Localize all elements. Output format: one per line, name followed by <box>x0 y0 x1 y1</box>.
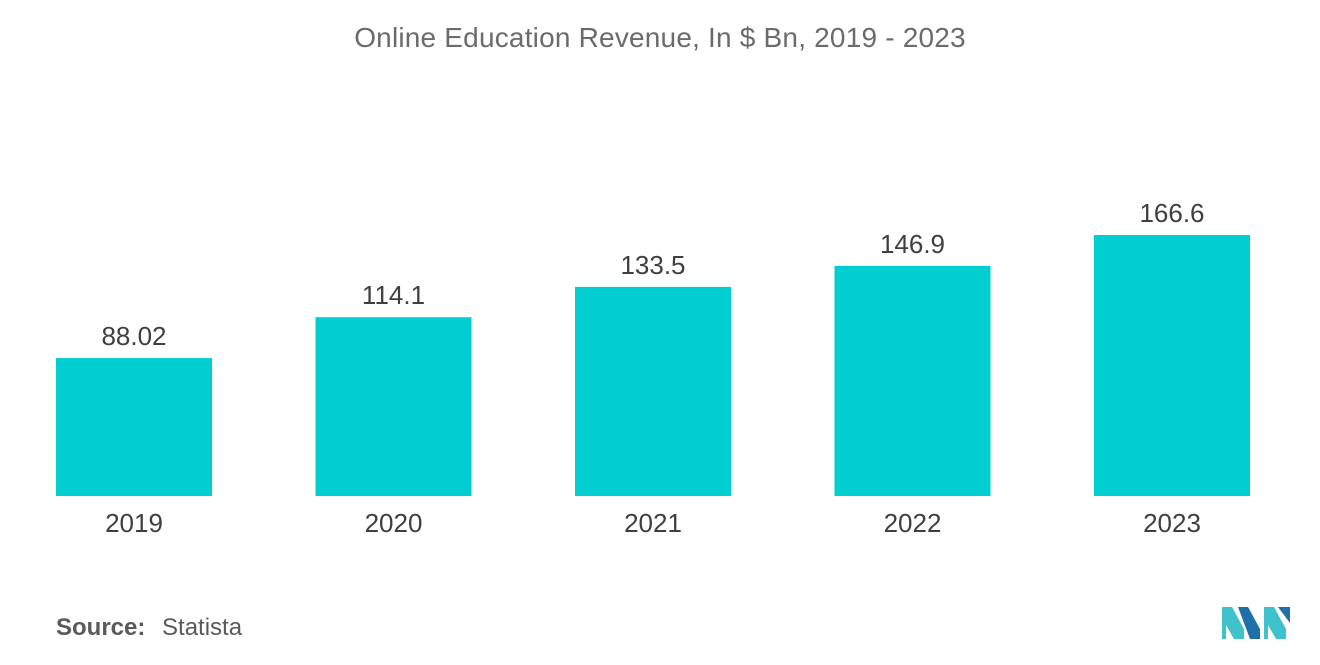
value-label-2021: 133.5 <box>620 250 685 280</box>
bars-layer <box>56 235 1250 496</box>
value-labels-layer: 88.02 114.1 133.5 146.9 166.6 <box>101 198 1204 351</box>
bar-2023 <box>1094 235 1250 496</box>
source-note: Source: Statista <box>56 614 242 642</box>
x-tick-label-2019: 2019 <box>105 508 163 538</box>
x-tick-label-2021: 2021 <box>624 508 682 538</box>
value-label-2019: 88.02 <box>101 321 166 351</box>
source-value: Statista <box>162 614 243 641</box>
value-label-2020: 114.1 <box>362 280 425 310</box>
bar-2020 <box>315 317 472 496</box>
source-label: Source: <box>56 614 146 641</box>
x-tick-label-2023: 2023 <box>1143 508 1201 538</box>
x-tick-label-2020: 2020 <box>365 508 423 538</box>
x-tick-label-2022: 2022 <box>884 508 942 538</box>
bar-2022 <box>834 265 991 496</box>
bar-2019 <box>56 358 212 496</box>
value-label-2023: 166.6 <box>1139 198 1204 228</box>
mordor-logo-icon <box>1222 607 1290 639</box>
value-label-2022: 146.9 <box>880 229 945 259</box>
bar-2021 <box>575 286 731 496</box>
x-axis-tick-labels: 2019 2020 2021 2022 2023 <box>105 508 1201 538</box>
chart-title: Online Education Revenue, In $ Bn, 2019 … <box>354 22 966 53</box>
